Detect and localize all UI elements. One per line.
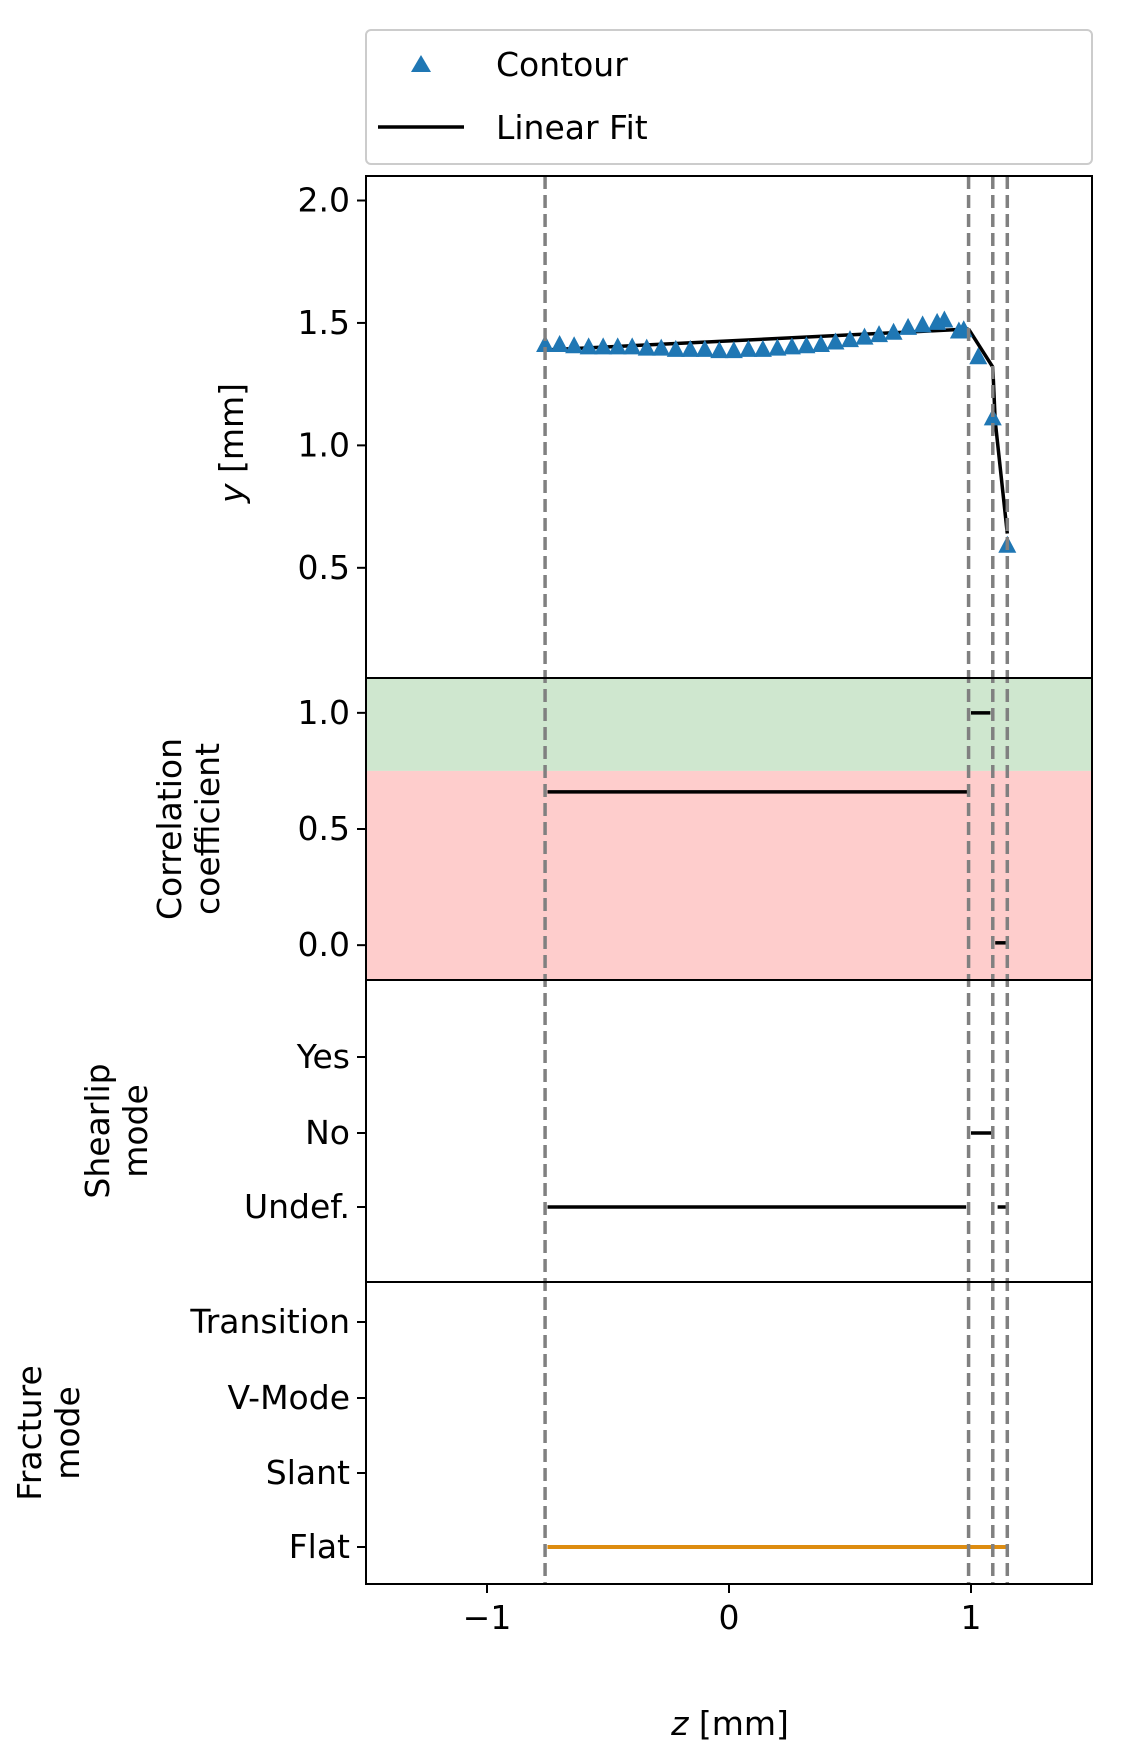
profile-ytick-label-2: 1.5 — [298, 303, 350, 342]
x-axis-label-var: z — [670, 1704, 689, 1743]
y-axis-label-correlation-line-1: coefficient — [188, 743, 227, 915]
y-axis-label-correlation-line-0: Correlation — [150, 738, 189, 920]
contour-point-2 — [565, 336, 584, 354]
contour-point-17 — [782, 337, 801, 355]
contour-point-16 — [768, 338, 787, 356]
correlation-ytick-label-1: 0.5 — [298, 809, 350, 848]
fit-line-segment-3 — [993, 420, 1010, 534]
shearlip-ytick-label-2: Yes — [296, 1037, 350, 1076]
contour-point-8 — [652, 338, 671, 356]
y-axis-label-profile-unit: [mm] — [212, 383, 251, 484]
contour-point-25 — [899, 317, 918, 335]
profile-ytick-label-3: 2.0 — [298, 180, 350, 219]
y-axis-label-correlation: Correlationcoefficient — [150, 738, 227, 920]
contour-point-7 — [637, 338, 656, 356]
xtick-label-2: 1 — [961, 1598, 982, 1637]
legend-frame — [365, 29, 1093, 165]
legend-label-contour: Contour — [496, 45, 628, 84]
legend-label-linear-fit: Linear Fit — [496, 108, 648, 147]
legend-marker-contour-icon — [411, 55, 431, 72]
panel-frame-fracture — [365, 1281, 1093, 1585]
y-axis-label-fracture: Fracturemode — [10, 1365, 87, 1501]
y-axis-label-profile: y [mm] — [212, 383, 251, 504]
contour-point-0 — [536, 334, 555, 352]
y-axis-label-shearlip-line-1: mode — [116, 1084, 155, 1178]
contour-point-21 — [841, 330, 859, 348]
contour-point-14 — [739, 339, 758, 357]
contour-point-28 — [935, 310, 954, 328]
fracture-ytick-label-1: Slant — [266, 1453, 350, 1492]
legend: Contour Linear Fit — [365, 29, 1093, 165]
xtick-label-0: −1 — [463, 1598, 512, 1637]
contour-point-31 — [969, 347, 988, 365]
panel-frame-profile — [365, 175, 1093, 679]
fracture-ytick-label-0: Flat — [289, 1527, 350, 1566]
x-axis-label: z [mm] — [670, 1704, 789, 1743]
xtick-label-1: 0 — [719, 1598, 740, 1637]
contour-point-26 — [913, 315, 932, 333]
correlation-band-0 — [366, 678, 1092, 771]
profile-ytick-label-1: 1.0 — [298, 425, 350, 464]
shearlip-ytick-label-1: No — [305, 1113, 350, 1152]
panel-frame-shearlip — [365, 979, 1093, 1283]
contour-point-12 — [710, 341, 729, 359]
fracture-ytick-label-2: V-Mode — [228, 1378, 350, 1417]
correlation-ytick-label-0: 0.0 — [298, 925, 350, 964]
contour-point-22 — [855, 327, 874, 345]
correlation-band-1 — [366, 770, 1092, 980]
y-axis-label-fracture-line-1: mode — [48, 1386, 87, 1480]
contour-point-9 — [666, 339, 685, 357]
contour-point-24 — [884, 322, 903, 340]
contour-point-23 — [870, 325, 889, 343]
fit-line-segment-1 — [967, 328, 995, 368]
contour-point-4 — [594, 337, 613, 355]
contour-point-15 — [753, 339, 772, 357]
contour-point-1 — [550, 334, 569, 352]
contour-point-20 — [826, 332, 845, 350]
fracture-ytick-label-3: Transition — [189, 1302, 350, 1341]
y-axis-label-fracture-line-0: Fracture — [10, 1365, 49, 1501]
contour-point-13 — [724, 341, 743, 359]
y-axis-label-profile-var: y — [212, 483, 251, 504]
contour-point-10 — [681, 339, 700, 357]
y-axis-label-shearlip: Shearlipmode — [78, 1063, 155, 1198]
contour-point-6 — [623, 337, 642, 355]
contour-point-18 — [797, 336, 816, 354]
contour-point-11 — [695, 339, 714, 357]
shearlip-ytick-label-0: Undef. — [244, 1187, 350, 1226]
y-axis-label-shearlip-line-0: Shearlip — [78, 1063, 117, 1198]
correlation-ytick-label-2: 1.0 — [298, 693, 350, 732]
profile-ytick-label-0: 0.5 — [298, 548, 350, 587]
x-axis-label-unit: [mm] — [688, 1704, 789, 1743]
contour-point-5 — [608, 337, 627, 355]
contour-point-19 — [811, 334, 830, 352]
contour-point-3 — [579, 337, 598, 355]
